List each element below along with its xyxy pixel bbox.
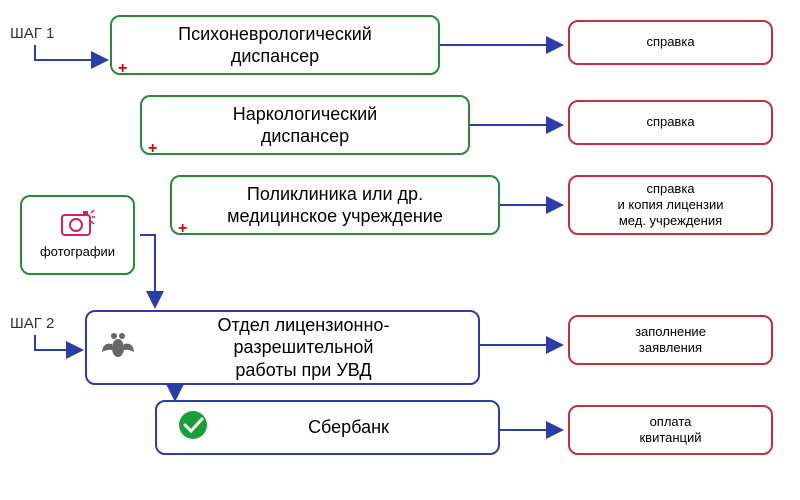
plus-icon: +	[148, 140, 157, 158]
step2-label: ШАГ 2	[10, 315, 54, 332]
box-photos-text: фотографии	[40, 244, 115, 260]
box-psyneuro: Психоневрологический диспансер	[110, 15, 440, 75]
box-licensing: Отдел лицензионно- разрешительной работы…	[85, 310, 480, 385]
out-kvit: оплата квитанций	[568, 405, 773, 455]
sberbank-icon	[177, 409, 209, 447]
box-narco-text: Наркологический диспансер	[233, 103, 377, 148]
out-spravka1-text: справка	[646, 34, 694, 50]
plus-icon: +	[178, 220, 187, 238]
camera-icon	[61, 210, 95, 240]
out-spravka2: справка	[568, 100, 773, 145]
step1-label: ШАГ 1	[10, 25, 54, 42]
plus-icon: +	[118, 60, 127, 78]
out-spravka2-text: справка	[646, 114, 694, 130]
box-photos: фотографии	[20, 195, 135, 275]
out-spravka1: справка	[568, 20, 773, 65]
box-psyneuro-text: Психоневрологический диспансер	[178, 23, 372, 68]
eagle-icon	[99, 326, 137, 370]
out-spravka3-text: справка и копия лицензии мед. учреждения	[618, 181, 724, 230]
box-polyclinic: Поликлиника или др. медицинское учрежден…	[170, 175, 500, 235]
box-polyclinic-text: Поликлиника или др. медицинское учрежден…	[227, 183, 443, 228]
out-zayav-text: заполнение заявления	[635, 324, 706, 357]
box-narco: Наркологический диспансер	[140, 95, 470, 155]
out-zayav: заполнение заявления	[568, 315, 773, 365]
box-sberbank-text: Сбербанк	[229, 416, 498, 439]
out-spravka3: справка и копия лицензии мед. учреждения	[568, 175, 773, 235]
box-sberbank: Сбербанк	[155, 400, 500, 455]
out-kvit-text: оплата квитанций	[639, 414, 701, 447]
box-licensing-text: Отдел лицензионно- разрешительной работы…	[149, 314, 478, 382]
